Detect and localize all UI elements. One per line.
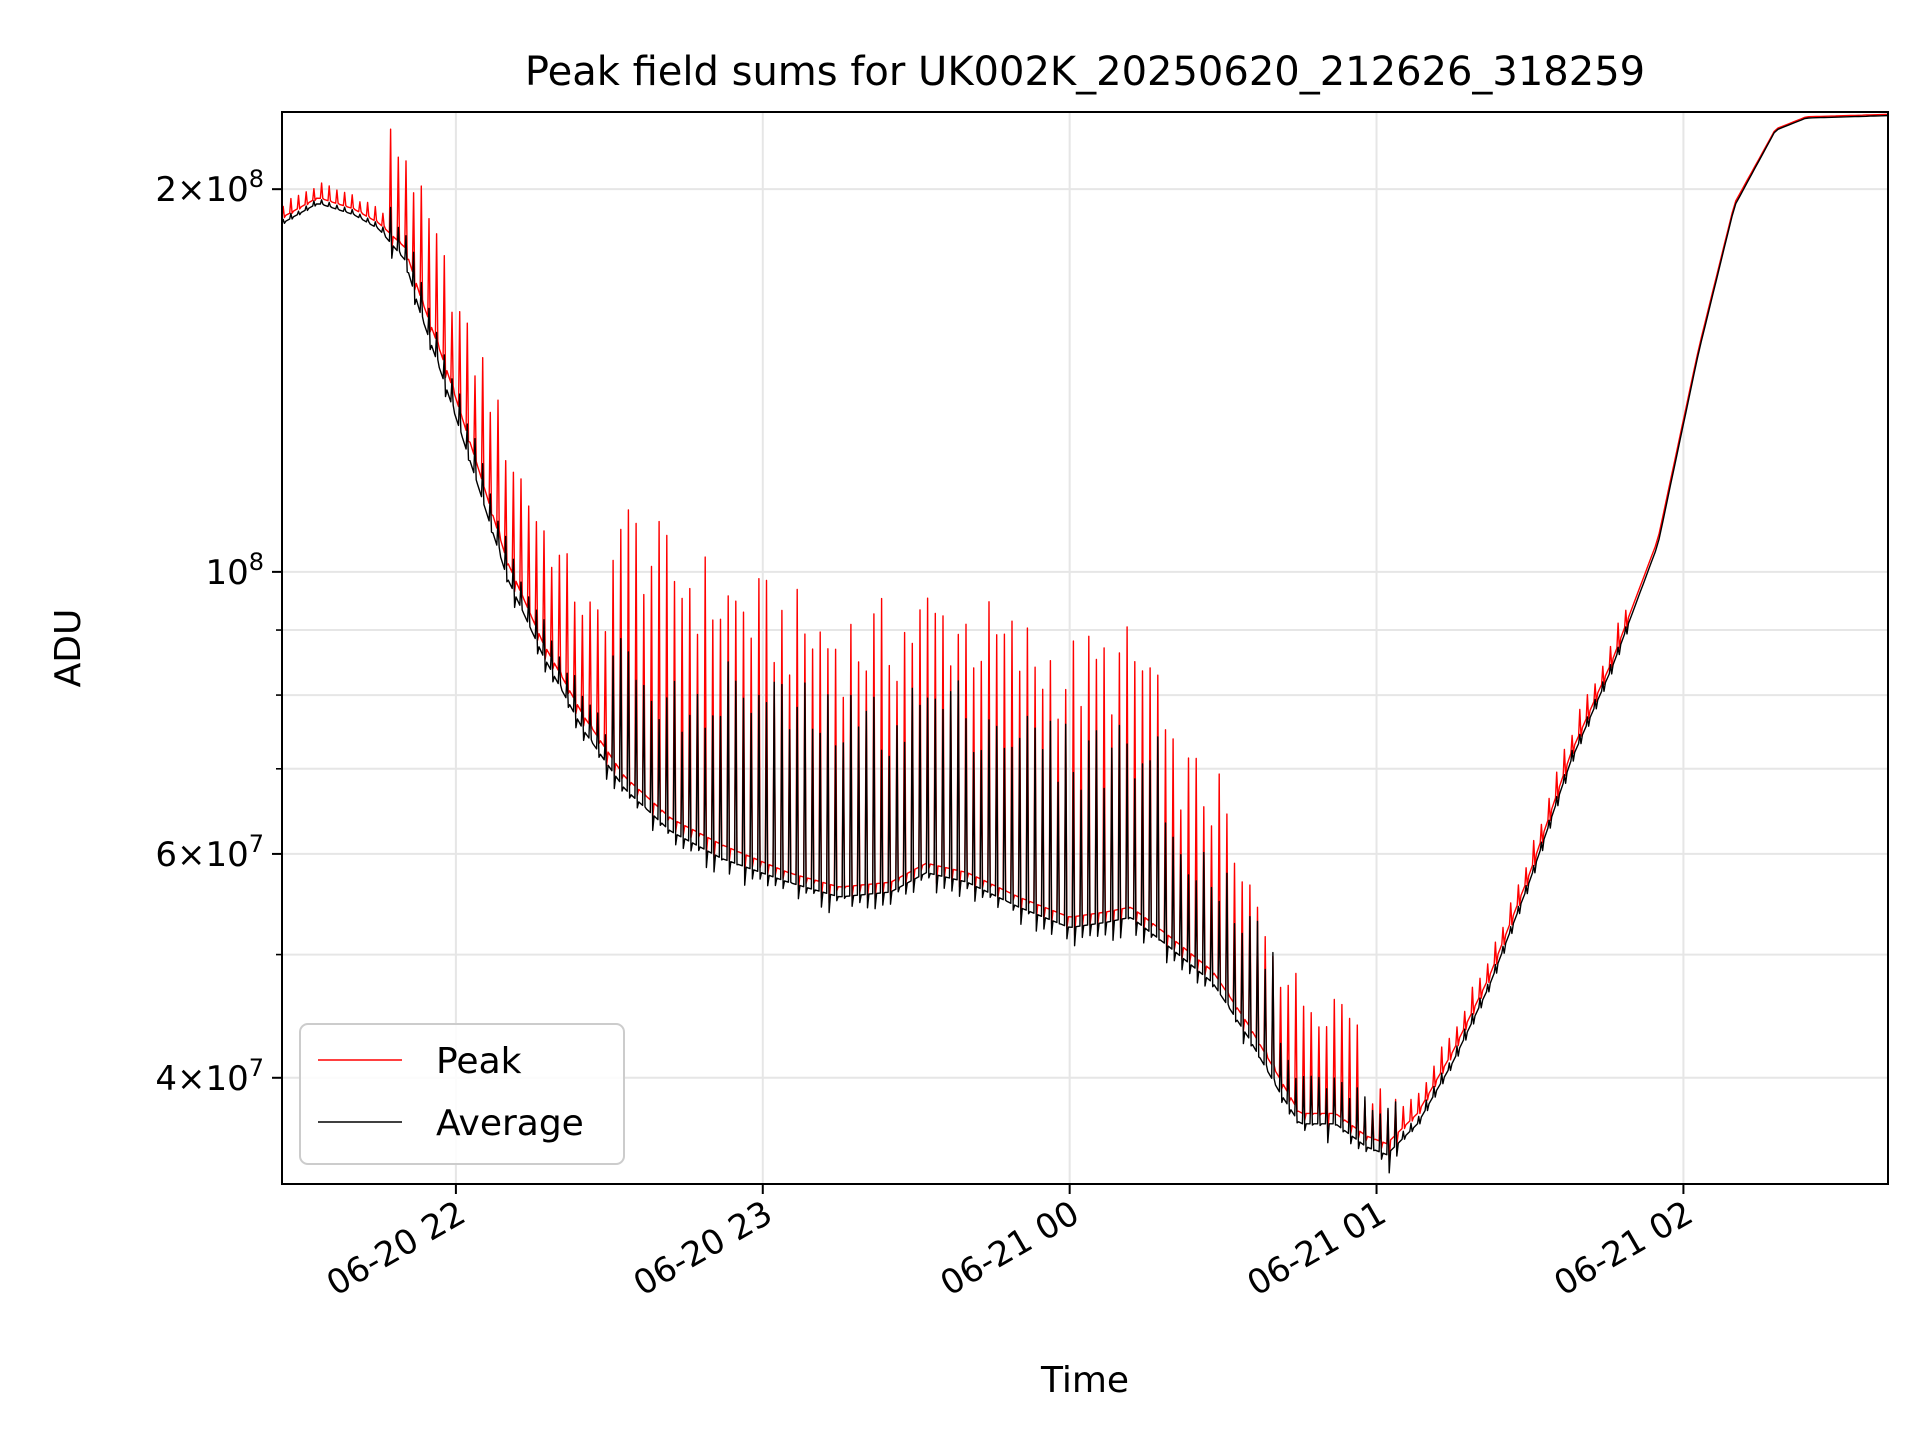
plot-frame — [281, 111, 1889, 1185]
legend: Peak Average — [299, 1023, 625, 1165]
series-layer — [282, 113, 1888, 1174]
legend-label-peak: Peak — [436, 1041, 522, 1082]
legend-box — [299, 1023, 625, 1165]
legend-label-average: Average — [436, 1103, 584, 1144]
x-axis-label: Time — [1040, 1360, 1129, 1401]
chart-title: Peak field sums for UK002K_20250620_2126… — [525, 49, 1645, 95]
grid-layer — [282, 112, 1888, 1184]
y-tick-label: 108 — [205, 548, 264, 593]
y-tick-label: 2×108 — [155, 165, 264, 210]
y-tick-label: 6×107 — [155, 830, 264, 875]
series-line-average — [282, 114, 1888, 1174]
y-axis-label: ADU — [48, 609, 89, 688]
y-tick-label: 4×107 — [155, 1054, 264, 1099]
